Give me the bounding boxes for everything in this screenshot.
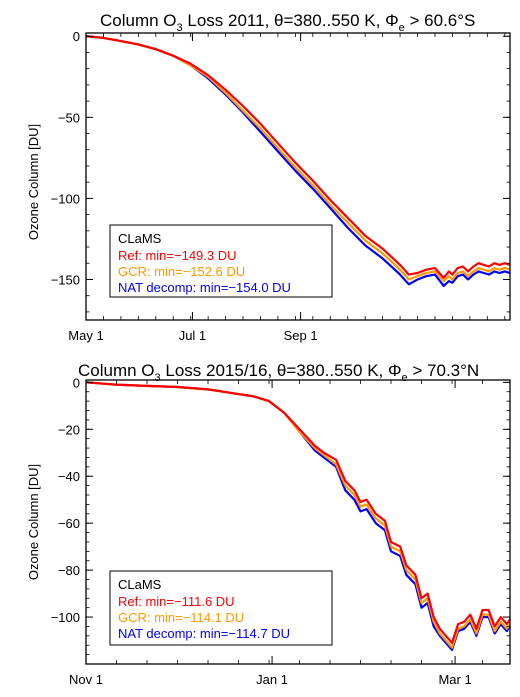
legend-entry-nat-decomp: NAT decomp: min=−154.0 DU: [118, 280, 291, 295]
axis-ticks: 0 −50 −100 −150 May 1 Jul 1 Sep 1: [51, 29, 510, 343]
series-group: [85, 35, 511, 287]
series-line-ref: [85, 35, 511, 279]
series-group: [85, 381, 511, 652]
chart-panel-2015-16: Column O3 Loss 2015/16, θ=380..550 K, Φe…: [26, 361, 511, 687]
y-tick-label: −60: [58, 516, 80, 531]
series-line-gcr: [85, 35, 511, 283]
x-tick-label: May 1: [68, 328, 103, 343]
y-axis-label: Ozone Column [DU]: [26, 124, 41, 240]
chart-title: Column O3 Loss 2011, θ=380..550 K, Φe > …: [100, 11, 475, 34]
x-tick-label: Jul 1: [179, 328, 206, 343]
y-tick-label: 0: [73, 29, 80, 44]
legend-entry-gcr: GCR: min=−152.6 DU: [118, 264, 245, 279]
y-tick-label: −80: [58, 563, 80, 578]
x-tick-label: Mar 1: [438, 672, 471, 687]
plot-frame: [85, 379, 511, 665]
series-line-ref: [85, 381, 511, 645]
legend-title: CLaMS: [118, 577, 162, 592]
chart-panel-2011: Column O3 Loss 2011, θ=380..550 K, Φe > …: [26, 11, 511, 343]
plot-frame: [85, 32, 511, 321]
legend-title: CLaMS: [118, 231, 162, 246]
chart-title: Column O3 Loss 2015/16, θ=380..550 K, Φe…: [78, 361, 479, 384]
x-tick-label: Jan 1: [256, 672, 288, 687]
y-tick-label: 0: [73, 375, 80, 390]
legend-box: [109, 224, 333, 298]
y-tick-label: −100: [51, 191, 80, 206]
y-tick-label: −40: [58, 469, 80, 484]
y-tick-label: −100: [51, 610, 80, 625]
y-tick-label: −50: [58, 110, 80, 125]
x-tick-label: Sep 1: [284, 328, 318, 343]
y-axis-label: Ozone Column [DU]: [26, 464, 41, 580]
y-tick-label: −150: [51, 272, 80, 287]
x-tick-label: Nov 1: [69, 672, 103, 687]
legend-entry-ref: Ref: min=−149.3 DU: [118, 248, 237, 263]
legend: CLaMS Ref: min=−149.3 DU GCR: min=−152.6…: [109, 224, 333, 298]
axis-ticks: 0 −20 −40 −60 −80 −100 Nov 1 Jan 1 Mar 1: [51, 375, 510, 687]
legend-entry-ref: Ref: min=−111.6 DU: [118, 594, 235, 609]
y-tick-label: −20: [58, 422, 80, 437]
legend-box: [109, 570, 333, 646]
legend: CLaMS Ref: min=−111.6 DU GCR: min=−114.1…: [109, 570, 333, 646]
legend-entry-gcr: GCR: min=−114.1 DU: [118, 610, 244, 625]
legend-entry-nat-decomp: NAT decomp: min=−114.7 DU: [118, 626, 290, 641]
